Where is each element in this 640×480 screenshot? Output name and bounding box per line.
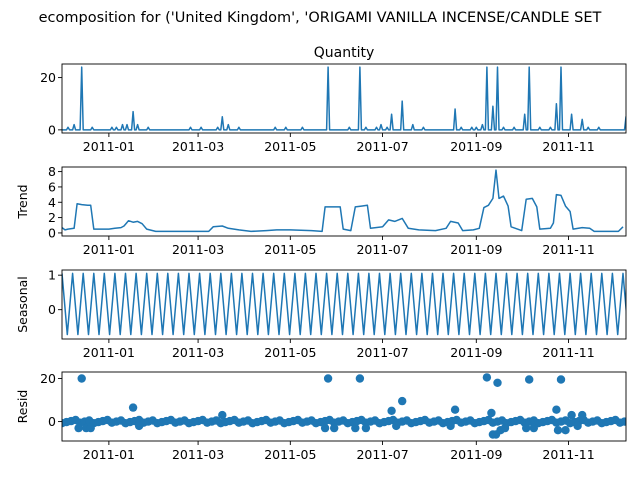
resid-point [320, 423, 330, 433]
resid-point [330, 423, 339, 433]
axes-frame [61, 63, 627, 134]
x-tick-label: 2011-09 [450, 242, 502, 257]
resid-point [86, 423, 95, 433]
resid-point [529, 423, 538, 433]
y-axis-label: Resid [15, 390, 30, 424]
x-tick-label: 2011-03 [172, 447, 224, 462]
y-tick-label: 0 [48, 122, 56, 137]
x-tick-label: 2011-11 [542, 139, 594, 154]
y-tick-label: 8 [48, 164, 56, 179]
x-tick-label: 2011-05 [264, 345, 316, 360]
x-tick-label: 2011-09 [450, 139, 502, 154]
y-axis-label: Trend [15, 184, 30, 219]
y-tick-label: 0 [48, 225, 56, 240]
x-tick-label: 2011-05 [264, 242, 316, 257]
x-tick-label: 2011-11 [542, 242, 594, 257]
resid-point [74, 423, 83, 433]
resid-point [553, 426, 563, 435]
resid-point [525, 375, 534, 384]
x-tick-label: 2011-01 [83, 242, 135, 257]
resid-point [361, 423, 371, 433]
x-tick-label: 2011-05 [264, 139, 316, 154]
y-tick-label: 20 [40, 371, 56, 386]
resid-point [578, 410, 587, 420]
y-tick-label: 6 [48, 179, 56, 194]
y-tick-label: 4 [48, 195, 56, 210]
resid-point [561, 426, 570, 435]
resid-point [351, 423, 360, 433]
x-tick-label: 2011-01 [83, 447, 135, 462]
resid-point [387, 406, 396, 415]
plot-area [62, 66, 626, 131]
axes-frame [61, 269, 627, 340]
resid-point [446, 421, 455, 431]
x-tick-label: 2011-07 [356, 139, 408, 154]
x-tick-label: 2011-03 [172, 139, 224, 154]
resid-point [556, 375, 566, 384]
x-tick-label: 2011-01 [83, 345, 135, 360]
series-line [62, 169, 624, 233]
plot-area [62, 169, 624, 233]
resid-point [500, 423, 510, 433]
x-tick-label: 2011-07 [356, 242, 408, 257]
resid-point [450, 405, 460, 414]
resid-point [567, 410, 576, 420]
x-tick-label: 2011-07 [356, 345, 408, 360]
panel-title: Quantity [314, 45, 375, 61]
axes-frame [61, 371, 627, 442]
resid-point [620, 417, 626, 426]
resid-point [323, 374, 333, 383]
axes-frame [61, 166, 627, 237]
x-tick-label: 2011-03 [172, 345, 224, 360]
resid-point [392, 421, 401, 431]
y-tick-label: 20 [40, 70, 56, 85]
resid-point [552, 405, 561, 414]
panel-3: 0 1 2011-01 2011-03 2011-05 2011-07 2011-09 201… [15, 268, 627, 360]
seasonal-line [62, 272, 626, 336]
y-tick-label: 0 [48, 414, 56, 429]
resid-point [218, 410, 227, 420]
resid-point [77, 374, 86, 383]
y-axis-label: Seasonal [15, 276, 30, 333]
resid-point [355, 374, 365, 383]
x-tick-label: 2011-05 [264, 447, 316, 462]
y-tick-label: 1 [48, 268, 56, 283]
series-line [62, 66, 626, 131]
resid-point [482, 373, 492, 382]
resid-point [493, 378, 502, 387]
panel-4: 0 20 2011-01 2011-03 2011-05 2011-07 2011-09 20… [15, 371, 627, 462]
x-tick-label: 2011-09 [450, 345, 502, 360]
resid-point [522, 423, 531, 433]
y-tick-label: 2 [48, 210, 56, 225]
y-tick-label: 0 [48, 302, 56, 317]
resid-point [573, 421, 582, 431]
x-tick-label: 2011-07 [356, 447, 408, 462]
figure-title: ecomposition for ('United Kingdom', 'ORI… [39, 10, 602, 26]
resid-point [487, 408, 496, 418]
x-tick-label: 2011-01 [83, 139, 135, 154]
x-tick-label: 2011-03 [172, 242, 224, 257]
resid-point [128, 403, 138, 412]
x-tick-label: 2011-11 [542, 345, 594, 360]
x-tick-label: 2011-09 [450, 447, 502, 462]
plot-area [62, 272, 626, 336]
plot-area [62, 373, 626, 439]
panel-1: 0 20 2011-01 2011-03 2011-05 2011-07 2011-09 20… [40, 45, 627, 154]
resid-point [134, 421, 144, 431]
resid-point [398, 396, 407, 406]
x-tick-label: 2011-11 [542, 447, 594, 462]
